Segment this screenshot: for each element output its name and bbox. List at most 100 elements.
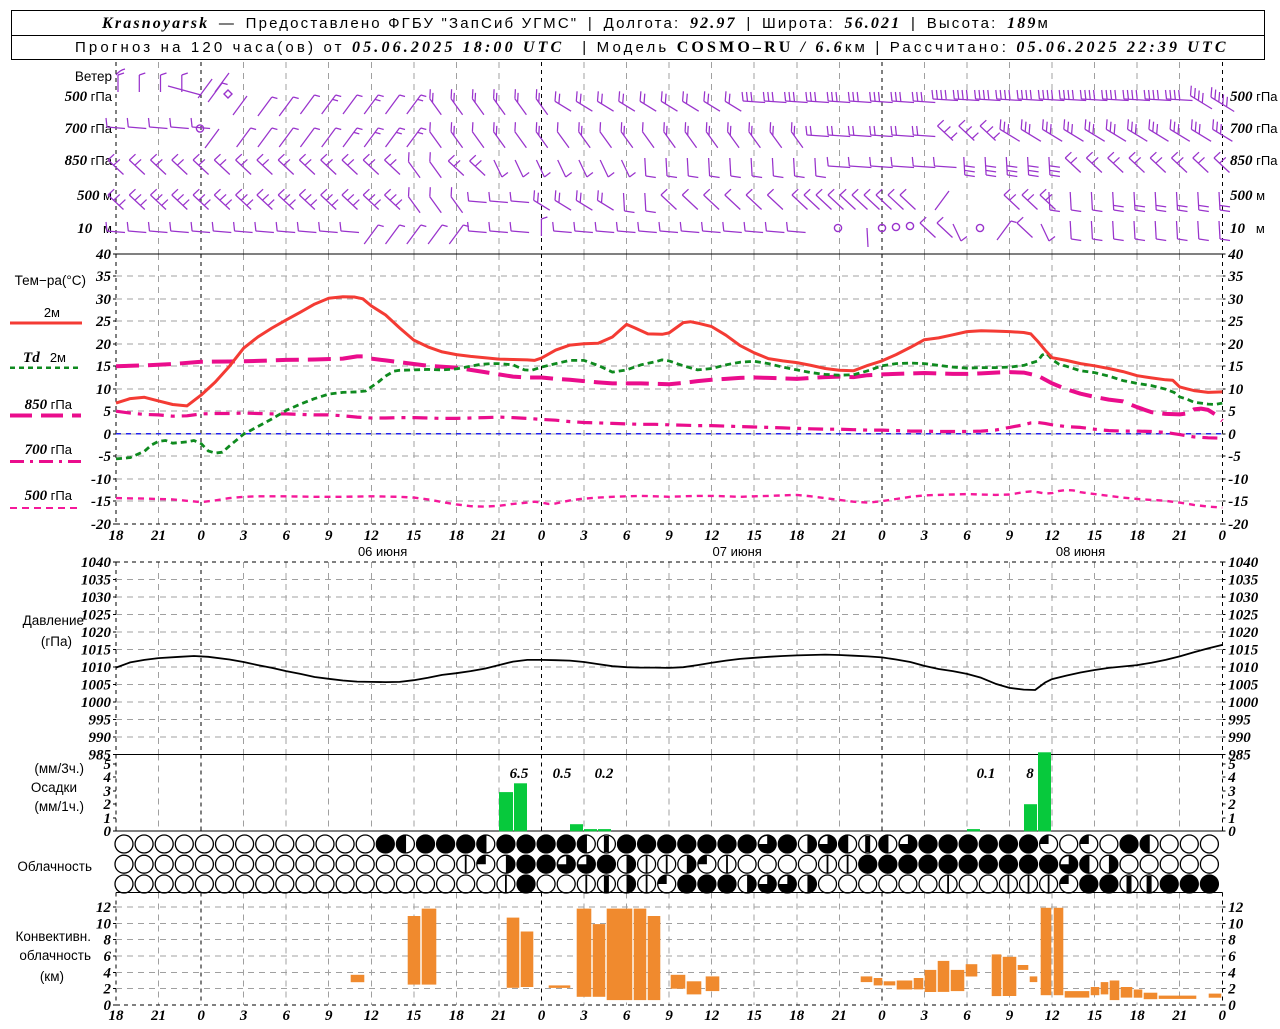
svg-text:21: 21 bbox=[150, 528, 166, 544]
svg-text:3: 3 bbox=[579, 1008, 588, 1024]
svg-text:0: 0 bbox=[104, 427, 112, 443]
svg-text:18: 18 bbox=[449, 528, 465, 544]
svg-text:-15: -15 bbox=[1228, 494, 1248, 510]
svg-text:1020: 1020 bbox=[81, 625, 112, 641]
svg-text:1005: 1005 bbox=[1228, 677, 1259, 693]
svg-text:1035: 1035 bbox=[81, 572, 112, 588]
svg-text:9: 9 bbox=[325, 528, 333, 544]
svg-text:Осадки: Осадки bbox=[31, 780, 77, 795]
svg-text:0: 0 bbox=[538, 528, 546, 544]
svg-text:Ветер: Ветер bbox=[75, 69, 112, 84]
svg-text:4: 4 bbox=[103, 965, 112, 981]
svg-text:6: 6 bbox=[282, 528, 290, 544]
svg-text:18: 18 bbox=[109, 528, 125, 544]
svg-text:18: 18 bbox=[1130, 528, 1146, 544]
svg-text:990: 990 bbox=[1228, 730, 1251, 746]
svg-text:985: 985 bbox=[1228, 747, 1251, 763]
svg-text:6: 6 bbox=[963, 1008, 971, 1024]
svg-text:-5: -5 bbox=[1228, 449, 1241, 465]
svg-text:0: 0 bbox=[1219, 1008, 1227, 1024]
svg-text:10 м: 10 м bbox=[77, 221, 112, 237]
svg-text:1040: 1040 bbox=[1228, 555, 1259, 571]
svg-text:40: 40 bbox=[95, 247, 112, 263]
svg-text:6: 6 bbox=[623, 1008, 631, 1024]
svg-text:1015: 1015 bbox=[81, 642, 112, 658]
svg-text:18: 18 bbox=[1130, 1008, 1146, 1024]
svg-text:9: 9 bbox=[665, 528, 673, 544]
svg-text:35: 35 bbox=[95, 269, 112, 285]
svg-text:Тем−ра(°С): Тем−ра(°С) bbox=[15, 273, 86, 288]
svg-text:1: 1 bbox=[1228, 811, 1236, 827]
svg-text:1010: 1010 bbox=[81, 660, 112, 676]
svg-text:-20: -20 bbox=[91, 517, 111, 533]
svg-text:25: 25 bbox=[95, 314, 112, 330]
svg-text:Конвективн.: Конвективн. bbox=[15, 929, 91, 944]
svg-text:12: 12 bbox=[1045, 1008, 1061, 1024]
svg-text:850 гПа: 850 гПа bbox=[65, 153, 113, 169]
svg-text:0: 0 bbox=[1219, 528, 1227, 544]
svg-text:2: 2 bbox=[103, 797, 112, 813]
svg-text:0: 0 bbox=[104, 998, 112, 1014]
svg-text:2: 2 bbox=[103, 982, 112, 998]
svg-text:1: 1 bbox=[104, 811, 112, 827]
svg-text:0.2: 0.2 bbox=[595, 766, 614, 782]
svg-text:5: 5 bbox=[1228, 757, 1236, 773]
svg-text:9: 9 bbox=[325, 1008, 333, 1024]
svg-text:0: 0 bbox=[104, 824, 112, 840]
svg-text:облачность: облачность bbox=[19, 948, 91, 963]
svg-text:3: 3 bbox=[239, 528, 248, 544]
svg-text:-10: -10 bbox=[91, 472, 111, 488]
svg-text:21: 21 bbox=[490, 528, 506, 544]
svg-text:15: 15 bbox=[96, 359, 112, 375]
svg-text:1025: 1025 bbox=[1228, 607, 1259, 623]
svg-text:500 м: 500 м bbox=[77, 188, 112, 204]
svg-text:15: 15 bbox=[747, 1008, 763, 1024]
svg-text:9: 9 bbox=[665, 1008, 673, 1024]
svg-text:15: 15 bbox=[1228, 359, 1244, 375]
svg-text:12: 12 bbox=[1045, 528, 1061, 544]
svg-text:(км): (км) bbox=[40, 969, 64, 984]
svg-text:1040: 1040 bbox=[81, 555, 112, 571]
svg-text:850 гПа: 850 гПа bbox=[25, 397, 73, 413]
svg-text:0: 0 bbox=[538, 1008, 546, 1024]
svg-text:6: 6 bbox=[963, 528, 971, 544]
svg-text:21: 21 bbox=[1171, 528, 1187, 544]
svg-text:3: 3 bbox=[920, 1008, 929, 1024]
svg-text:995: 995 bbox=[89, 712, 112, 728]
svg-text:15: 15 bbox=[1087, 528, 1103, 544]
svg-text:21: 21 bbox=[490, 1008, 506, 1024]
svg-text:20: 20 bbox=[95, 337, 112, 353]
svg-text:990: 990 bbox=[89, 730, 112, 746]
svg-text:0.1: 0.1 bbox=[977, 766, 996, 782]
svg-text:10: 10 bbox=[1228, 916, 1244, 932]
svg-text:Давление: Давление bbox=[23, 613, 84, 628]
svg-text:08 июня: 08 июня bbox=[1056, 544, 1105, 559]
svg-text:(мм/3ч.): (мм/3ч.) bbox=[34, 761, 84, 776]
svg-text:1030: 1030 bbox=[1228, 590, 1259, 606]
svg-text:12: 12 bbox=[364, 1008, 380, 1024]
svg-text:5: 5 bbox=[1228, 404, 1236, 420]
svg-text:995: 995 bbox=[1228, 712, 1251, 728]
svg-text:0.5: 0.5 bbox=[553, 766, 572, 782]
svg-text:0: 0 bbox=[1228, 824, 1236, 840]
svg-text:15: 15 bbox=[406, 1008, 422, 1024]
svg-text:2м: 2м bbox=[44, 305, 60, 320]
svg-text:18: 18 bbox=[789, 528, 805, 544]
svg-text:(мм/1ч.): (мм/1ч.) bbox=[34, 799, 84, 814]
svg-text:0: 0 bbox=[197, 1008, 205, 1024]
svg-text:6: 6 bbox=[282, 1008, 290, 1024]
svg-text:700 гПа: 700 гПа bbox=[1230, 121, 1278, 137]
svg-text:18: 18 bbox=[109, 1008, 125, 1024]
svg-text:6: 6 bbox=[623, 528, 631, 544]
svg-text:35: 35 bbox=[1227, 269, 1244, 285]
svg-text:25: 25 bbox=[1227, 314, 1244, 330]
svg-text:1015: 1015 bbox=[1228, 642, 1259, 658]
svg-text:10: 10 bbox=[96, 382, 112, 398]
svg-text:30: 30 bbox=[95, 292, 112, 308]
svg-text:1030: 1030 bbox=[81, 590, 112, 606]
svg-text:2: 2 bbox=[1227, 797, 1236, 813]
svg-text:5: 5 bbox=[104, 404, 112, 420]
svg-text:500 м: 500 м bbox=[1230, 188, 1265, 204]
svg-text:1025: 1025 bbox=[81, 607, 112, 623]
svg-text:15: 15 bbox=[747, 528, 763, 544]
